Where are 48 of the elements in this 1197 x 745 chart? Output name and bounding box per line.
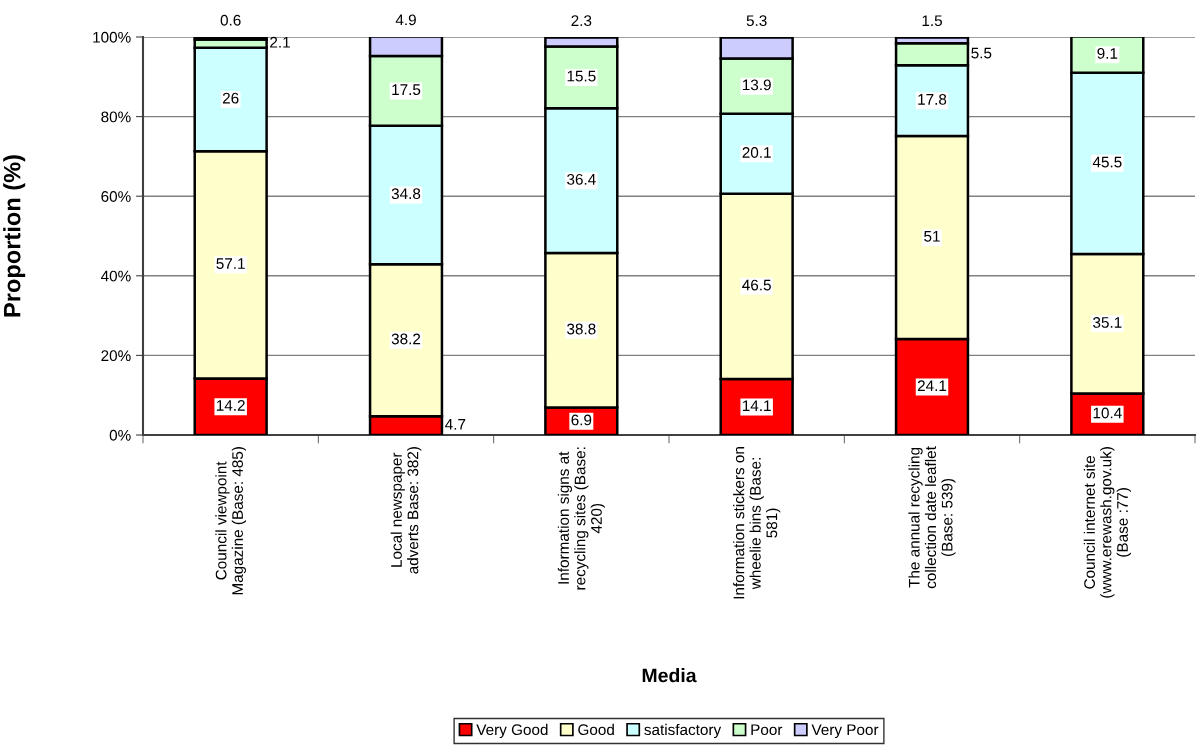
data-label: 2.3: [571, 15, 592, 27]
x-tick-label: Council viewpoint Magazine (Base: 485): [215, 447, 247, 595]
data-label: 6.9: [571, 414, 592, 426]
x-tick-label: Information signs at recycling sites (Base: 420): [557, 447, 605, 590]
data-label: 17.8: [918, 93, 947, 105]
data-label: 5.5: [971, 47, 992, 59]
x-tick-label: Council internet site (www.erewash.gov.uk) (Base :77): [1083, 447, 1131, 598]
data-label: 20.1: [742, 147, 771, 158]
data-label: 35.1: [1093, 317, 1122, 328]
data-label: 24.1: [917, 380, 947, 391]
legend-label: Very Poor: [811, 724, 879, 739]
x-axis-title: Media: [642, 668, 697, 683]
legend-label: Poor: [751, 724, 783, 736]
data-label: 51: [924, 231, 940, 242]
y-tick-label: 40%: [100, 270, 131, 282]
y-tick-label: 20%: [101, 350, 131, 362]
y-tick-label: 80%: [101, 111, 131, 123]
data-label: 36.4: [567, 173, 596, 185]
x-tick-label: The annual recycling collection date leaflet (Base: 539): [908, 446, 956, 589]
data-label: 34.8: [391, 188, 421, 200]
data-label: 13.9: [742, 79, 771, 91]
data-label: 38.8: [567, 323, 596, 335]
data-label: 26: [222, 92, 239, 104]
data-label: 0.6: [220, 14, 241, 26]
data-label: 4.7: [445, 419, 466, 430]
data-label: 45.5: [1092, 156, 1122, 168]
data-label: 1.5: [922, 15, 942, 27]
y-tick-label: 100%: [93, 31, 131, 43]
data-label: 10.4: [1093, 407, 1122, 419]
data-label: 46.5: [742, 279, 771, 291]
data-label: 9.1: [1097, 47, 1118, 59]
x-tick-label: Local newspaper adverts Base: 382): [390, 447, 422, 574]
legend-label: Very Good: [476, 723, 548, 739]
data-label: 38.2: [391, 333, 421, 345]
data-label: 4.9: [395, 14, 416, 26]
legend-label: satisfactory: [644, 723, 722, 739]
y-tick-label: 60%: [101, 191, 131, 202]
data-label: 15.5: [567, 70, 596, 82]
y-tick-label: 0%: [109, 429, 131, 441]
data-label: 14.1: [742, 400, 771, 411]
x-tick-label: Information stickers on wheelie bins (Base: 581): [733, 447, 781, 599]
data-label: 5.3: [746, 15, 767, 27]
data-label: 14.2: [216, 400, 245, 411]
legend-label: Good: [578, 723, 614, 736]
data-label: 2.1: [270, 36, 290, 48]
data-label: 17.5: [392, 84, 421, 96]
data-label: 57.1: [216, 258, 245, 269]
y-axis-title: Proportion (%): [3, 155, 26, 317]
